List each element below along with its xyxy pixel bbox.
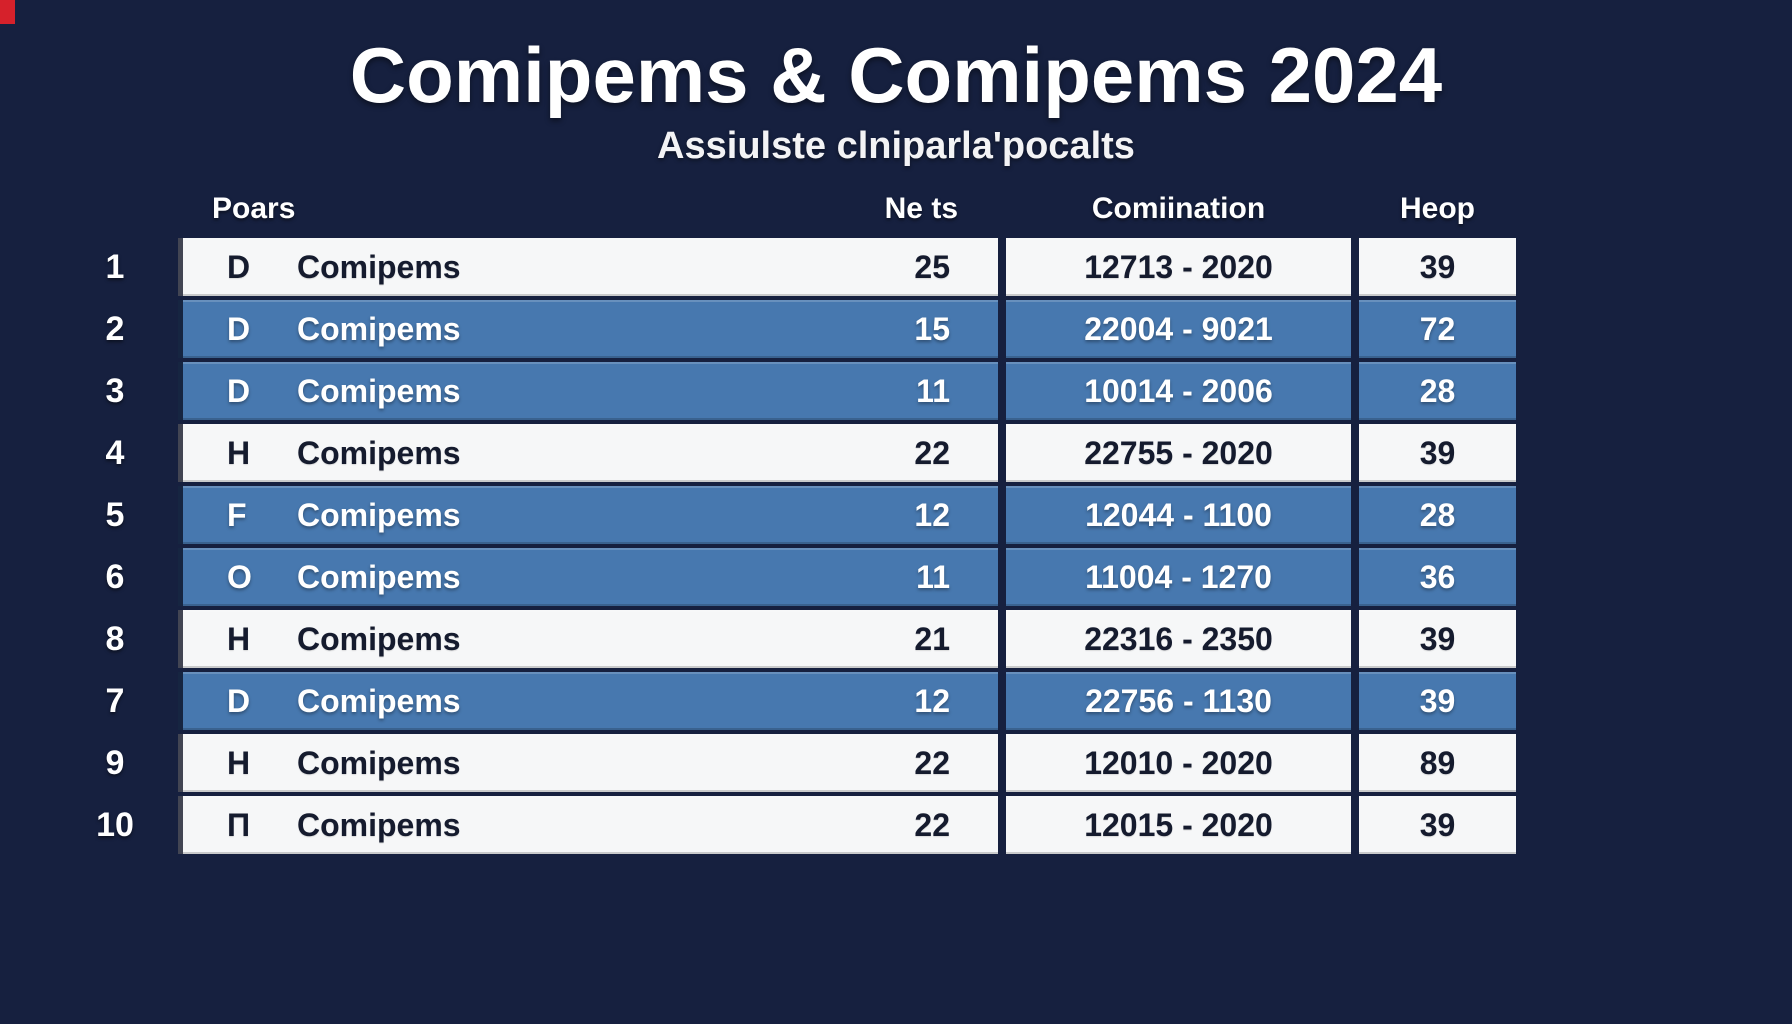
page-title: Comipems & Comipems 2024 <box>349 31 1443 119</box>
row-heop-value: 39 <box>1359 424 1516 482</box>
row-heop-value: 36 <box>1359 548 1516 606</box>
row-name-cell: H Comipems 22 <box>178 424 998 482</box>
row-name-cell: H Comipems 22 <box>178 734 998 792</box>
row-rank: 3 <box>105 371 125 410</box>
row-heop-value: 39 <box>1359 672 1516 730</box>
row-combination-value: 12713 - 2020 <box>1006 238 1351 296</box>
row-rank: 2 <box>105 309 125 348</box>
row-letter: F <box>227 496 247 533</box>
row-nets-value: 12 <box>914 682 950 719</box>
row-nets-value: 22 <box>914 744 950 781</box>
row-heop-value: 28 <box>1359 486 1516 544</box>
row-combination-value: 22316 - 2350 <box>1006 610 1351 668</box>
row-name: Comipems <box>297 744 461 781</box>
table-row: 6 O Comipems 11 11004 - 1270 36 <box>60 548 1516 606</box>
row-nets-value: 15 <box>914 310 950 347</box>
row-rank: 7 <box>105 681 125 720</box>
row-letter: D <box>227 310 251 347</box>
table-row: 10 Π Comipems 22 12015 - 2020 39 <box>60 796 1516 854</box>
table-row: 1 D Comipems 25 12713 - 2020 39 <box>60 238 1516 296</box>
row-nets-value: 12 <box>914 496 950 533</box>
row-nets-value: 25 <box>914 248 950 285</box>
row-rank: 8 <box>105 619 125 658</box>
row-rank: 10 <box>96 805 134 844</box>
row-name-cell: D Comipems 11 <box>178 362 998 420</box>
row-letter: D <box>227 372 251 409</box>
row-letter: H <box>227 434 251 471</box>
row-nets-value: 22 <box>914 806 950 843</box>
row-letter: D <box>227 682 251 719</box>
row-rank: 6 <box>105 557 125 596</box>
row-combination-value: 22755 - 2020 <box>1006 424 1351 482</box>
row-heop-value: 39 <box>1359 610 1516 668</box>
row-combination-value: 10014 - 2006 <box>1006 362 1351 420</box>
table-row: 5 F Comipems 12 12044 - 1100 28 <box>60 486 1516 544</box>
row-name-cell: D Comipems 12 <box>178 672 998 730</box>
row-name: Comipems <box>297 434 461 471</box>
row-rank: 9 <box>105 743 125 782</box>
row-name: Comipems <box>297 558 461 595</box>
row-name-cell: O Comipems 11 <box>178 548 998 606</box>
row-name-cell: Π Comipems 22 <box>178 796 998 854</box>
table-row: 3 D Comipems 11 10014 - 2006 28 <box>60 362 1516 420</box>
table-body: 1 D Comipems 25 12713 - 2020 39 2 D Comi… <box>60 238 1516 854</box>
row-rank: 4 <box>105 433 125 472</box>
row-name-cell: H Comipems 21 <box>178 610 998 668</box>
table-row: 4 H Comipems 22 22755 - 2020 39 <box>60 424 1516 482</box>
row-name: Comipems <box>297 248 461 285</box>
table-row: 7 D Comipems 12 22756 - 1130 39 <box>60 672 1516 730</box>
row-name: Comipems <box>297 496 461 533</box>
red-corner-mark <box>0 0 15 24</box>
table-row: 8 H Comipems 21 22316 - 2350 39 <box>60 610 1516 668</box>
table-row: 9 H Comipems 22 12010 - 2020 89 <box>60 734 1516 792</box>
row-combination-value: 11004 - 1270 <box>1006 548 1351 606</box>
column-header-nets: Ne ts <box>884 192 958 225</box>
table-row: 2 D Comipems 15 22004 - 9021 72 <box>60 300 1516 358</box>
results-table: Poars Ne ts Comiination Heop 1 D Comipem… <box>60 182 1516 858</box>
table-header-row: Poars Ne ts Comiination Heop <box>60 182 1508 236</box>
row-name-cell: D Comipems 15 <box>178 300 998 358</box>
row-heop-value: 39 <box>1359 238 1516 296</box>
row-nets-value: 11 <box>916 372 950 409</box>
page-subtitle: Assiulste clniparla'pocalts <box>657 125 1135 167</box>
row-nets-value: 21 <box>914 620 950 657</box>
row-name: Comipems <box>297 372 461 409</box>
row-letter: H <box>227 620 251 657</box>
row-name: Comipems <box>297 682 461 719</box>
row-nets-value: 11 <box>916 558 950 595</box>
row-combination-value: 22756 - 1130 <box>1006 672 1351 730</box>
row-letter: D <box>227 248 251 285</box>
column-header-heop: Heop <box>1400 192 1475 225</box>
row-combination-value: 12044 - 1100 <box>1006 486 1351 544</box>
row-heop-value: 39 <box>1359 796 1516 854</box>
row-name: Comipems <box>297 620 461 657</box>
row-letter: H <box>227 744 251 781</box>
name-nets-header-cell: Poars Ne ts <box>178 182 998 236</box>
row-nets-value: 22 <box>914 434 950 471</box>
column-header-combination: Comiination <box>1091 192 1266 225</box>
row-combination-value: 22004 - 9021 <box>1006 300 1351 358</box>
column-header-pears: Poars <box>212 192 296 225</box>
row-rank: 1 <box>105 247 125 286</box>
row-rank: 5 <box>105 495 125 534</box>
row-name: Comipems <box>297 806 461 843</box>
row-heop-value: 28 <box>1359 362 1516 420</box>
row-letter: O <box>227 558 252 595</box>
row-combination-value: 12015 - 2020 <box>1006 796 1351 854</box>
row-name-cell: F Comipems 12 <box>178 486 998 544</box>
row-letter: Π <box>227 806 251 843</box>
row-name: Comipems <box>297 310 461 347</box>
row-name-cell: D Comipems 25 <box>178 238 998 296</box>
row-heop-value: 89 <box>1359 734 1516 792</box>
row-heop-value: 72 <box>1359 300 1516 358</box>
row-combination-value: 12010 - 2020 <box>1006 734 1351 792</box>
rank-column-spacer <box>60 182 170 236</box>
